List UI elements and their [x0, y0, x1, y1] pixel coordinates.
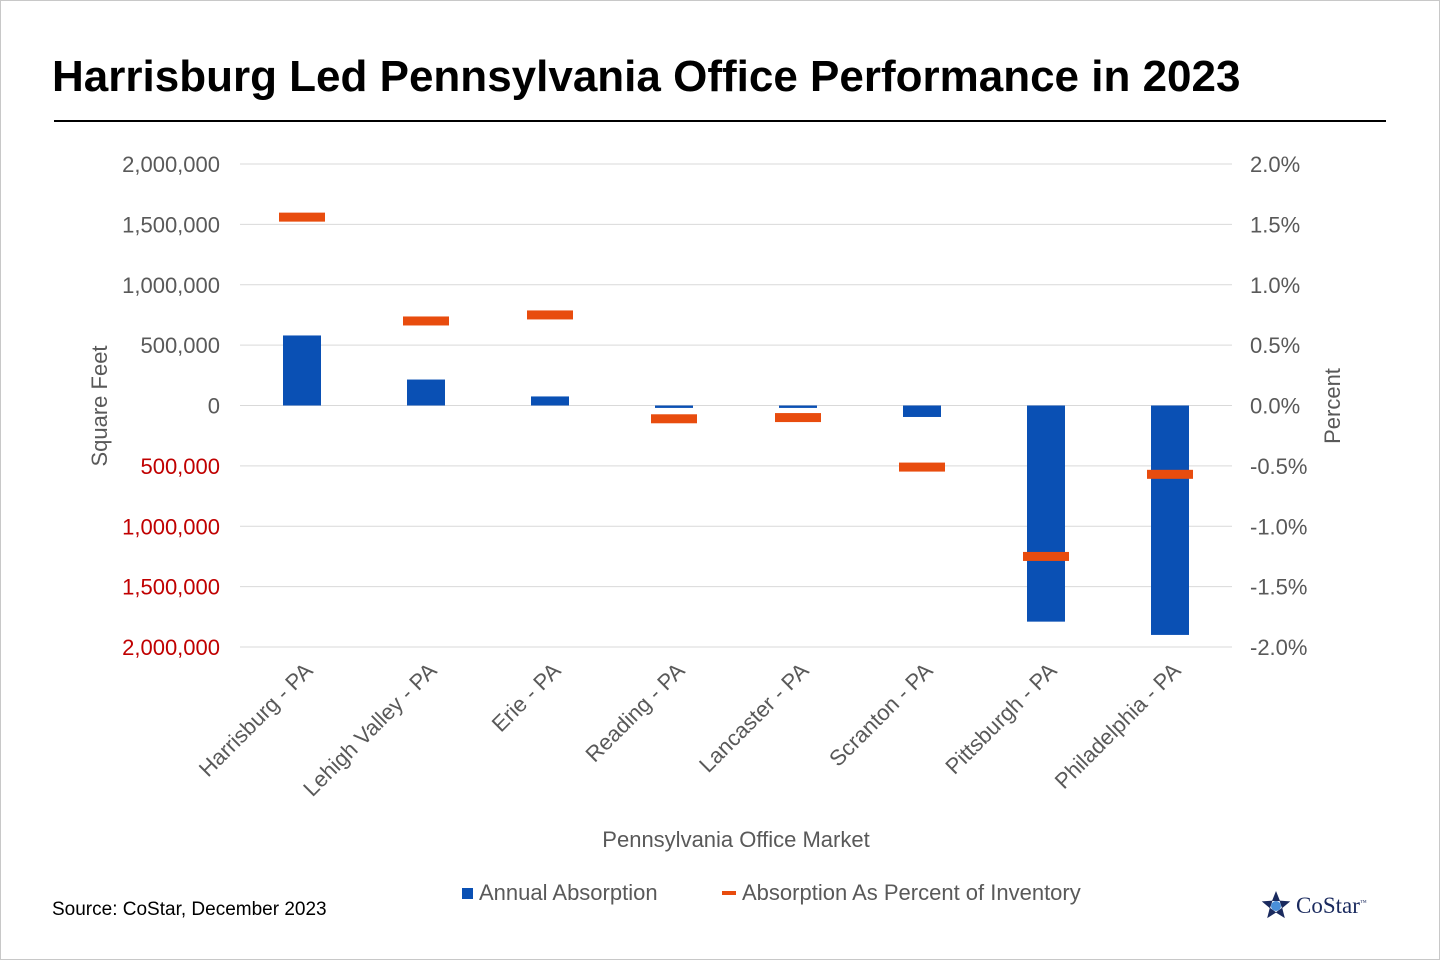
y-tick-label: 1,000,000 [122, 514, 220, 539]
legend-swatch-bar [462, 887, 473, 899]
marker-percent-inventory [403, 316, 449, 326]
bar-annual-absorption [903, 405, 941, 417]
bar-annual-absorption [655, 405, 693, 408]
x-tick-label: Reading - PA [580, 658, 689, 767]
bar-annual-absorption [531, 396, 569, 406]
marker-series [279, 212, 1193, 561]
right-axis-ticks: 2.0% 1.5% 1.0% 0.5% 0.0% -0.5% -1.0% -1.5% -2.0% [1250, 152, 1307, 660]
chart-title: Harrisburg Led Pennsylvania Office Perfo… [52, 52, 1241, 101]
y2-tick-label: 1.0% [1250, 273, 1300, 298]
x-tick-label: Lancaster - PA [694, 658, 814, 778]
marker-percent-inventory [527, 310, 573, 320]
x-tick-label: Lehigh Valley - PA [298, 658, 442, 802]
y-tick-label: 500,000 [140, 333, 220, 358]
bar-annual-absorption [779, 405, 817, 408]
y-tick-label: 500,000 [140, 454, 220, 479]
logo-trademark: ™ [1359, 898, 1367, 907]
x-tick-label: Scranton - PA [824, 658, 938, 772]
x-tick-label: Pittsburgh - PA [940, 658, 1061, 779]
y2-tick-label: 0.5% [1250, 333, 1300, 358]
chart-svg: 2,000,000 1,500,000 1,000,000 500,000 0 500,0… [87, 152, 1345, 852]
y2-tick-label: -1.5% [1250, 575, 1307, 600]
legend: Annual Absorption Absorption As Percent … [0, 880, 1440, 910]
legend-label: Annual Absorption [479, 880, 658, 905]
logo-wordmark: CoStar™ [1296, 893, 1367, 919]
y-tick-label: 0 [208, 394, 220, 419]
y2-tick-label: -0.5% [1250, 454, 1307, 479]
x-tick-label: Erie - PA [487, 658, 566, 737]
costar-logo: CoStar™ [1260, 890, 1367, 922]
y-tick-label: 1,500,000 [122, 212, 220, 237]
y-tick-label: 2,000,000 [122, 152, 220, 177]
y2-tick-label: -2.0% [1250, 635, 1307, 660]
x-tick-label: Philadelphia - PA [1050, 658, 1186, 794]
source-note: Source: CoStar, December 2023 [52, 899, 327, 920]
logo-text: CoStar [1296, 893, 1360, 918]
x-tick-label: Harrisburg - PA [194, 658, 318, 782]
y-tick-label: 2,000,000 [122, 635, 220, 660]
x-axis-label: Pennsylvania Office Market [602, 827, 869, 852]
y-axis-label: Square Feet [87, 345, 112, 466]
bar-series [283, 335, 1189, 635]
legend-swatch-marker [722, 891, 736, 895]
y-tick-label: 1,000,000 [122, 273, 220, 298]
y2-tick-label: 1.5% [1250, 212, 1300, 237]
marker-percent-inventory [1147, 469, 1193, 479]
y-tick-label: 1,500,000 [122, 575, 220, 600]
y2-tick-label: 0.0% [1250, 394, 1300, 419]
bar-annual-absorption [283, 335, 321, 406]
gridlines [240, 163, 1232, 648]
bar-annual-absorption [1027, 405, 1065, 622]
y2-tick-label: -1.0% [1250, 514, 1307, 539]
legend-label: Absorption As Percent of Inventory [742, 880, 1081, 905]
costar-star-icon [1261, 891, 1291, 919]
bar-annual-absorption [407, 379, 445, 406]
left-axis-ticks: 2,000,000 1,500,000 1,000,000 500,000 0 500,0… [122, 152, 220, 660]
y2-axis-label: Percent [1320, 368, 1345, 444]
marker-percent-inventory [899, 462, 945, 472]
legend-item-marker: Absorption As Percent of Inventory [722, 880, 1081, 906]
marker-percent-inventory [1023, 551, 1069, 561]
marker-percent-inventory [279, 212, 325, 222]
marker-percent-inventory [775, 413, 821, 423]
bar-annual-absorption [1151, 405, 1189, 635]
marker-percent-inventory [651, 414, 697, 424]
y2-tick-label: 2.0% [1250, 152, 1300, 177]
legend-item-bar: Annual Absorption [462, 880, 658, 906]
title-divider [54, 120, 1386, 122]
